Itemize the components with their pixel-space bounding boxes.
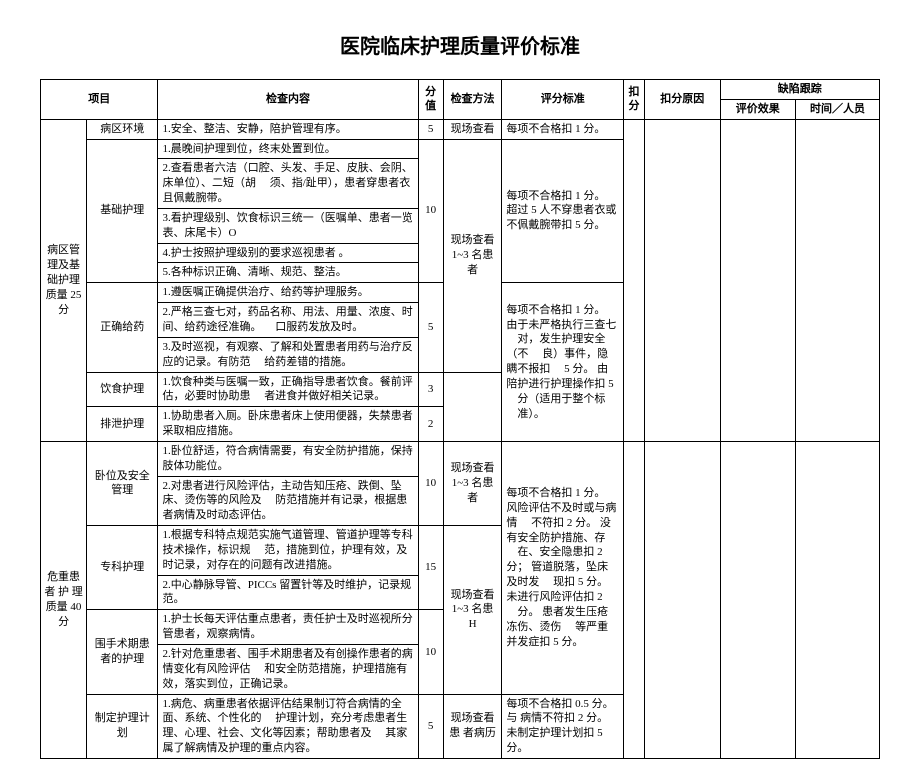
cat2-r9-cont: 1.病危、病重患者依据评估结果制订符合病情的全面、系统、个性化的 护理计划，充分…: [158, 694, 418, 758]
cat1-r4-score: 3: [418, 372, 443, 407]
th-method: 检查方法: [443, 80, 502, 120]
cat1-r2-std: 每项不合格扣 1 分。 超过 5 人不穿患者衣或不佩戴腕带扣 5 分。: [502, 139, 624, 283]
cat1-r2-c3: 3.看护理级别、饮食标识三统一（医嘱单、患者一览表、床尾卡）O: [158, 208, 418, 243]
cat1-reason: [645, 119, 721, 441]
th-content: 检查内容: [158, 80, 418, 120]
cat1-r2-c5: 5.各种标识正确、清晰、规范、整洁。: [158, 263, 418, 283]
cat2-r6-item: 卧位及安全管理: [87, 441, 158, 525]
cat1-r3-c2: 2.严格三查七对，药品名称、用法、用量、浓度、时间、给药途径准确。 口服药发放及…: [158, 303, 418, 338]
cat1-time: [796, 119, 880, 441]
cat2-r7-c2: 2.中心静脉导管、PICCs 留置针等及时维护，记录规范。: [158, 575, 418, 610]
cat2-r8-c1: 1.护士长每天评估重点患者，责任护士及时巡视所分管患者，观察病情。: [158, 610, 418, 645]
cat1-r2-item: 基础护理: [87, 139, 158, 283]
cat2-r9-score: 5: [418, 694, 443, 758]
cat2-r9-meth: 现场查看患 者病历: [443, 694, 502, 758]
th-track: 缺陷跟踪: [720, 80, 879, 100]
cat1-r2-c2: 2.查看患者六洁（口腔、头发、手足、皮肤、会阴、床单位）、二短（胡 须、指/趾甲…: [158, 159, 418, 209]
cat1-deduct: [624, 119, 645, 441]
cat2-reason: [645, 441, 721, 758]
th-deduct: 扣分: [624, 80, 645, 120]
cat2-r9-item: 制定护理计划: [87, 694, 158, 758]
cat1-r2-c1: 1.晨晚间护理到位，终末处置到位。: [158, 139, 418, 159]
cat2-r7-item: 专科护理: [87, 526, 158, 610]
cat2-r6-std: 每项不合格扣 1 分。 风险评估不及时或与病情 不符扣 2 分。 没有安全防护措…: [502, 441, 624, 694]
cat2-r7-c1: 1.根据专科特点规范实施气道管理、管道护理等专科技术操作，标识规 范，措施到位，…: [158, 526, 418, 576]
cat2-r7-meth: 现场查看 1~3 名患 H: [443, 526, 502, 694]
cat1-effect: [720, 119, 796, 441]
cat1-r3-std: 每项不合格扣 1 分。 由于未严格执行三查七 对，发生护理安全（不 良）事件，隐…: [502, 283, 624, 442]
cat2-r6-score: 10: [418, 441, 443, 525]
cat2-r6-c1: 1.卧位舒适，符合病情需要，有安全防护措施，保持肢体功能位。: [158, 441, 418, 476]
page-title: 医院临床护理质量评价标准: [40, 30, 880, 59]
cat1-r3-meth: 现场查看 1~3 名患者: [443, 139, 502, 372]
cat1-r5-cont: 1.协助患者入厕。卧床患者床上使用便器，失禁患者采取相应措施。: [158, 407, 418, 442]
cat1-r5-score: 2: [418, 407, 443, 442]
cat1-r3-score: 5: [418, 283, 443, 372]
cat2-name: 危重患者 护 理质量 40 分: [41, 441, 87, 758]
cat2-r7-score: 15: [418, 526, 443, 610]
cat1-name: 病区管理及基础护理质量 25 分: [41, 119, 87, 441]
cat1-r2-score: 10: [418, 139, 443, 283]
cat1-r3-c3: 3.及时巡视，有观察、了解和处置患者用药与治疗反应的记录。有防范 给药差错的措施…: [158, 337, 418, 372]
cat2-r6-meth: 现场查看 1~3 名患者: [443, 441, 502, 525]
cat1-r4-cont: 1.饮食种类与医嘱一致，正确指导患者饮食。餐前评估，必要时协助患 者进食并做好相…: [158, 372, 418, 407]
cat1-r2-c4: 4.护士按照护理级别的要求巡视患者 。: [158, 243, 418, 263]
cat1-r1-item: 病区环境: [87, 119, 158, 139]
cat2-effect: [720, 441, 796, 758]
th-time: 时间／人员: [796, 99, 880, 119]
th-project: 项目: [41, 80, 158, 120]
cat1-r4-meth: [443, 372, 502, 441]
cat2-r9-std: 每项不合格扣 0.5 分。与 病情不符扣 2 分。 未制定护理计划扣 5 分。: [502, 694, 624, 758]
cat2-r8-c2: 2.针对危重患者、围手术期患者及有创操作患者的病情变化有风险评估 和安全防范措施…: [158, 645, 418, 695]
cat2-time: [796, 441, 880, 758]
cat2-r8-item: 围手术期患者的护理: [87, 610, 158, 694]
cat1-r4-item: 饮食护理: [87, 372, 158, 407]
cat1-r1-meth: 现场查看: [443, 119, 502, 139]
cat2-r8-score: 10: [418, 610, 443, 694]
cat1-r1-std: 每项不合格扣 1 分。: [502, 119, 624, 139]
th-reason: 扣分原因: [645, 80, 721, 120]
cat1-r1-score: 5: [418, 119, 443, 139]
cat1-r5-item: 排泄护理: [87, 407, 158, 442]
cat2-deduct: [624, 441, 645, 758]
th-score: 分值: [418, 80, 443, 120]
cat2-r6-c2: 2.对患者进行风险评估，主动告知压疮、跌倒、坠床、烫伤等的风险及 防范措施并有记…: [158, 476, 418, 526]
th-standard: 评分标准: [502, 80, 624, 120]
cat1-r3-c1: 1.遵医嘱正确提供治疗、给药等护理服务。: [158, 283, 418, 303]
evaluation-table: 项目 检查内容 分值 检查方法 评分标准 扣分 扣分原因 缺陷跟踪 评价效果 时…: [40, 79, 880, 759]
th-effect: 评价效果: [720, 99, 796, 119]
cat1-r1-cont: 1.安全、整洁、安静，陪护管理有序。: [158, 119, 418, 139]
cat1-r3-item: 正确给药: [87, 283, 158, 372]
